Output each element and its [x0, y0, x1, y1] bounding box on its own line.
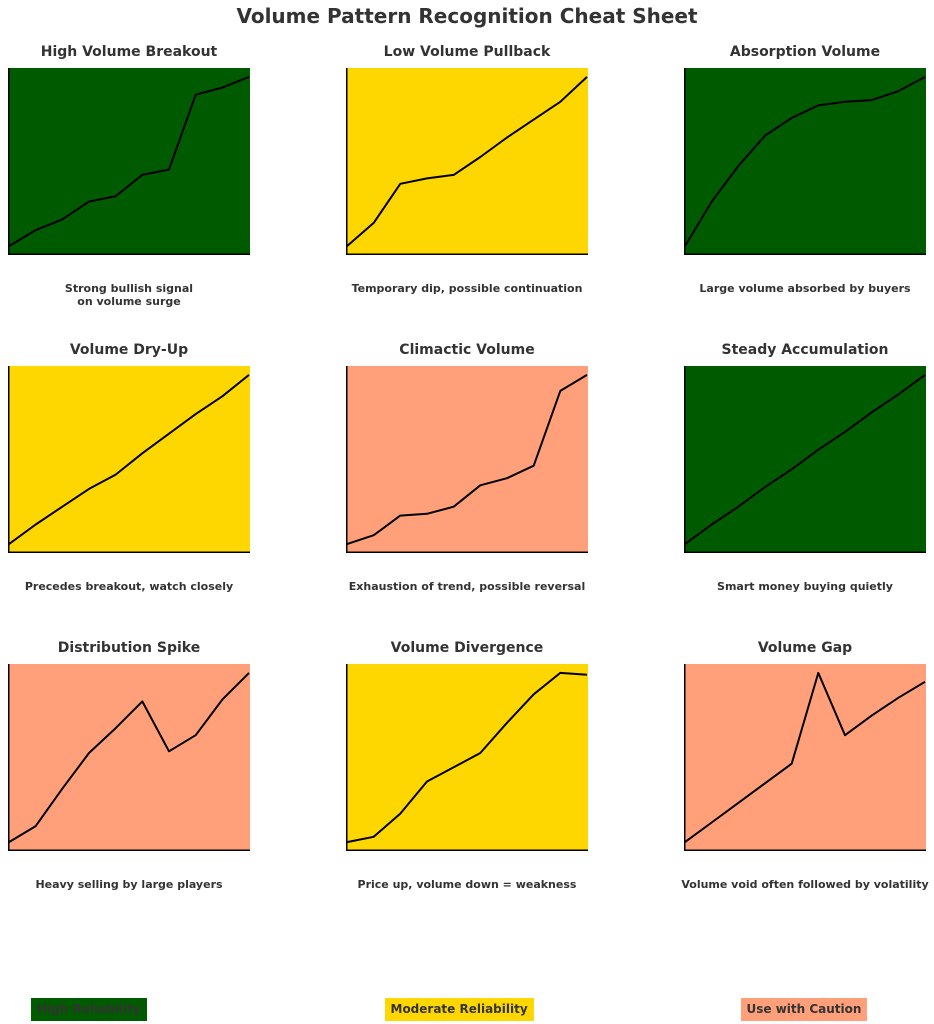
chart-description: Price up, volume down = weakness [357, 878, 577, 891]
series-line [346, 374, 588, 546]
chart-panel: High Volume Breakout Strong bullish signa… [0, 44, 300, 334]
page-title: Volume Pattern Recognition Cheat Sheet [236, 4, 698, 28]
legend-item: High Reliability [31, 998, 147, 1021]
line-chart [8, 366, 250, 553]
chart-title: Volume Divergence [390, 640, 544, 656]
chart-panel: Volume Divergence Price up, volume down =… [338, 640, 638, 930]
series-line [346, 76, 588, 247]
series-line [8, 75, 250, 247]
chart-panel: Low Volume Pullback Temporary dip, possib… [338, 44, 638, 334]
plot-background [346, 664, 588, 851]
chart-title: High Volume Breakout [40, 44, 218, 60]
chart-panel: Steady Accumulation Smart money buying qu… [676, 342, 934, 632]
line-chart [8, 68, 250, 255]
chart-panel: Distribution Spike Heavy selling by large… [0, 640, 300, 930]
chart-description: Large volume absorbed by buyers [699, 282, 911, 295]
chart-title: Low Volume Pullback [383, 44, 551, 60]
chart-description: Strong bullish signal on volume surge [64, 282, 194, 308]
chart-title: Volume Dry-Up [69, 342, 189, 358]
line-chart [346, 664, 588, 851]
chart-description: Heavy selling by large players [35, 878, 223, 891]
chart-panel: Climactic Volume Exhaustion of trend, pos… [338, 342, 638, 632]
chart-description: Smart money buying quietly [717, 580, 893, 593]
chart-description: Exhaustion of trend, possible reversal [348, 580, 586, 593]
chart-description: Precedes breakout, watch closely [24, 580, 234, 593]
plot-background [346, 68, 588, 255]
chart-title: Volume Gap [757, 640, 853, 656]
series-line [684, 671, 926, 843]
plot-background [346, 366, 588, 553]
plot-background [684, 664, 926, 851]
chart-title: Distribution Spike [57, 640, 201, 656]
line-chart [346, 68, 588, 255]
series-line [346, 671, 588, 844]
chart-panel: Volume Gap Volume void often followed by … [676, 640, 934, 930]
chart-panel: Volume Dry-Up Precedes breakout, watch cl… [0, 342, 300, 632]
chart-title: Absorption Volume [729, 44, 881, 60]
chart-title: Climactic Volume [399, 342, 535, 358]
line-chart [684, 664, 926, 851]
series-line [8, 672, 250, 843]
plot-background [684, 68, 926, 255]
line-chart [8, 664, 250, 851]
series-line [684, 76, 926, 247]
line-chart [684, 366, 926, 553]
series-line [8, 374, 250, 545]
legend-item: Use with Caution [740, 998, 868, 1021]
plot-background [8, 366, 250, 553]
series-line [684, 374, 926, 545]
line-chart [346, 366, 588, 553]
plot-background [8, 68, 250, 255]
chart-description: Volume void often followed by volatility [681, 878, 929, 891]
chart-title: Steady Accumulation [721, 342, 889, 358]
chart-panel: Absorption Volume Large volume absorbed b… [676, 44, 934, 334]
plot-background [8, 664, 250, 851]
line-chart [684, 68, 926, 255]
legend-item: Moderate Reliability [384, 998, 534, 1021]
chart-description: Temporary dip, possible continuation [351, 282, 583, 295]
